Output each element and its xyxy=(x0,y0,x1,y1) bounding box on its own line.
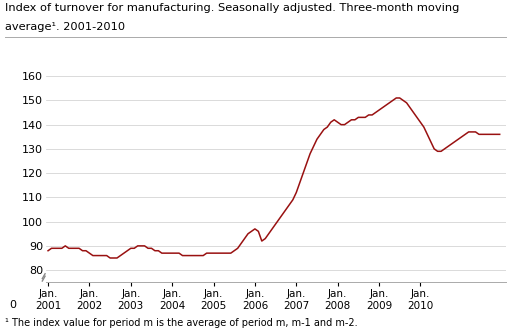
Text: Index of turnover for manufacturing. Seasonally adjusted. Three-month moving: Index of turnover for manufacturing. Sea… xyxy=(5,3,459,13)
Text: average¹. 2001-2010: average¹. 2001-2010 xyxy=(5,22,125,32)
Text: ¹ The index value for period m is the average of period m, m-1 and m-2.: ¹ The index value for period m is the av… xyxy=(5,318,358,328)
Text: 0: 0 xyxy=(9,300,16,310)
